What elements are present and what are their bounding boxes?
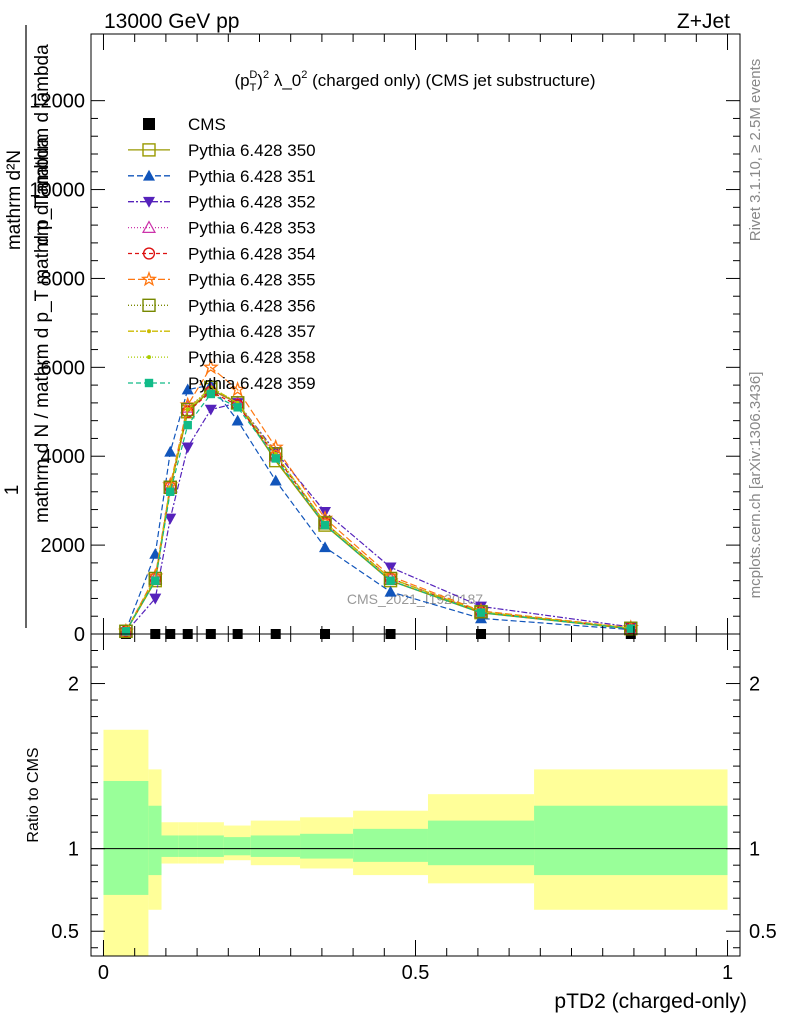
series-10 — [121, 389, 635, 636]
marker-triangle-up — [319, 541, 332, 553]
svg-text:1: 1 — [2, 485, 23, 496]
mcplots-label: mcplots.cern.ch [arXiv:1306.3436] — [747, 372, 764, 599]
ratio-band-green — [197, 835, 224, 857]
marker-triangle-up — [164, 445, 177, 457]
ratio-xtick-label: 1 — [722, 962, 733, 984]
legend-label: Pythia 6.428 356 — [188, 296, 316, 315]
ratio-panel: 0.5 0.5 1 1 2 2 0 0.5 1 Ratio to CMS pTD2 (charg… — [25, 633, 777, 1013]
marker-triangle-open — [141, 220, 157, 233]
energy-label: 13000 GeV pp — [104, 10, 239, 33]
process-label: Z+Jet — [677, 10, 730, 33]
ratio-band-green — [103, 780, 149, 895]
ratio-ytick-label-right: 1 — [749, 839, 760, 861]
legend-label: Pythia 6.428 353 — [188, 219, 316, 238]
marker-square — [166, 487, 175, 496]
marker-square — [233, 403, 242, 412]
ratio-band-green — [223, 837, 251, 856]
marker-triangle-up — [143, 169, 155, 181]
marker-circle-open — [142, 247, 156, 260]
legend-label: CMS — [188, 115, 226, 134]
marker-triangle-down — [149, 593, 162, 605]
svg-text:mathrm d²N: mathrm d²N — [4, 150, 25, 250]
marker-square-open — [119, 624, 133, 639]
marker-star — [229, 381, 246, 397]
legend-label: Pythia 6.428 357 — [188, 322, 316, 341]
marker-square — [183, 420, 192, 430]
ratio-frame — [90, 633, 741, 957]
svg-text:d p_T mathrm d lambda: d p_T mathrm d lambda — [32, 44, 53, 246]
ratio-ytick-label-right: 0.5 — [749, 921, 777, 943]
marker-square — [206, 389, 216, 399]
ratio-band-green — [161, 835, 179, 857]
marker-star — [267, 438, 284, 455]
marker-dot — [147, 329, 151, 334]
main-panel: CMS_2021_I1920187 0200040006000800010000… — [2, 25, 741, 646]
main-ytick-label: 0 — [74, 624, 85, 646]
marker-square — [121, 627, 131, 636]
legend-label: Pythia 6.428 354 — [188, 245, 316, 264]
marker-triangle-up — [269, 474, 282, 486]
marker-cms — [143, 118, 155, 130]
main-ytick-label: 10000 — [29, 180, 85, 202]
legend-label: Pythia 6.428 352 — [188, 193, 316, 212]
ratio-ytick-label: 2 — [68, 674, 79, 696]
ratio-band-green — [534, 805, 728, 876]
ratio-xtick-label: 0 — [98, 962, 109, 984]
ratio-ylabel: Ratio to CMS — [25, 747, 42, 842]
main-ytick-label: 2000 — [41, 535, 86, 557]
marker-dot — [185, 407, 190, 412]
legend: CMS Pythia 6.428 350 Pythia 6.428 351 Pythi… — [128, 115, 316, 393]
rivet-label: Rivet 3.1.10, ≥ 2.5M events — [747, 59, 764, 242]
marker-dot — [147, 355, 151, 360]
marker-triangle-up — [231, 414, 244, 426]
marker-triangle-down — [204, 404, 217, 416]
legend-label: Pythia 6.428 355 — [188, 270, 316, 289]
main-ytick-label: 4000 — [41, 446, 86, 468]
marker-triangle-down — [181, 442, 194, 454]
marker-square — [476, 608, 486, 617]
legend-label: Pythia 6.428 359 — [188, 374, 316, 393]
ratio-ytick-label: 1 — [68, 839, 79, 861]
marker-square-open — [142, 298, 156, 312]
ratio-xlabel: pTD2 (charged-only) — [554, 990, 747, 1013]
marker-triangle-up — [181, 383, 194, 395]
marker-square-open — [474, 605, 488, 619]
marker-dot — [208, 385, 213, 390]
ratio-band-green — [148, 805, 162, 876]
ratio-band-green — [353, 828, 428, 862]
marker-square — [386, 576, 395, 585]
legend-label: Pythia 6.428 358 — [188, 348, 316, 367]
ratio-band-green — [250, 835, 301, 857]
main-ylabel: 1 mathrm d N / mathrm d p_T mathrm d lam… — [2, 25, 53, 628]
main-ytick-label: 12000 — [29, 91, 85, 113]
ratio-ytick-label: 0.5 — [51, 921, 79, 943]
ratio-band-green — [427, 820, 535, 866]
ratio-band-green — [300, 833, 354, 859]
ratio-xtick-label: 0.5 — [402, 962, 430, 984]
legend-label: Pythia 6.428 351 — [188, 167, 316, 186]
marker-square-open — [142, 143, 156, 157]
marker-square — [626, 624, 635, 633]
svg-text:mathrm d N / mathrm d p_T math: mathrm d N / mathrm d p_T mathrm d lambd… — [32, 137, 53, 524]
marker-square — [144, 378, 154, 388]
plot-title: (pTD)2 λ_02 (charged only) (CMS jet subs… — [234, 69, 595, 94]
marker-square — [151, 576, 160, 585]
series-line — [125, 402, 631, 633]
marker-triangle-down — [164, 513, 177, 525]
marker-square-open — [181, 402, 195, 417]
ratio-band-green — [178, 835, 198, 857]
marker-star — [202, 358, 219, 375]
main-ytick-label: 6000 — [41, 357, 86, 379]
marker-square — [271, 454, 280, 463]
main-ytick-label: 8000 — [41, 268, 86, 290]
marker-square — [320, 520, 330, 530]
marker-star — [140, 270, 158, 287]
legend-label: Pythia 6.428 350 — [188, 141, 316, 160]
ratio-ytick-label-right: 2 — [749, 674, 760, 696]
marker-triangle-down — [143, 196, 155, 208]
series-line — [125, 386, 631, 632]
marker-triangle-up — [384, 585, 397, 597]
